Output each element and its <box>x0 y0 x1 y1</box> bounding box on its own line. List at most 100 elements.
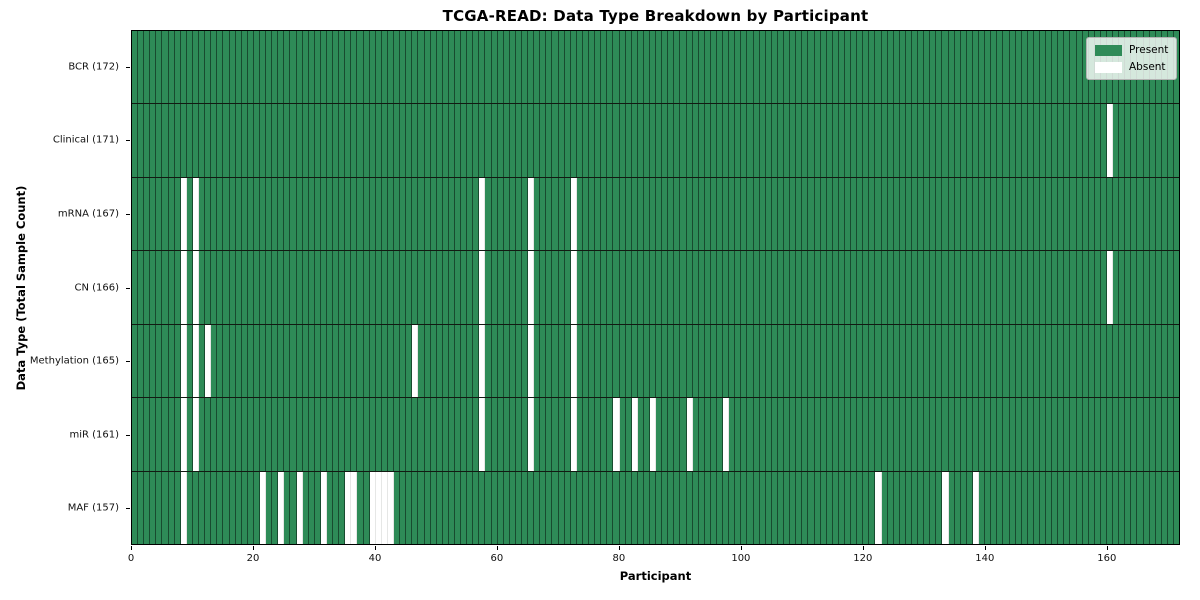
cell-mRNA-p71 <box>564 177 571 251</box>
cell-Methylation-p111 <box>808 324 815 398</box>
cell-MAF-p111 <box>808 471 815 544</box>
cell-BCR-p138 <box>972 31 980 104</box>
cell-BCR-p149 <box>1039 31 1047 104</box>
cell-miR-p116 <box>838 398 845 471</box>
cell-MAF-p71 <box>564 471 571 544</box>
cell-Methylation-p165 <box>1137 324 1144 398</box>
cell-miR-p132 <box>936 398 943 471</box>
cell-CN-p120 <box>863 251 870 324</box>
cell-miR-p154 <box>1070 398 1077 471</box>
cell-BCR-p102 <box>753 31 760 104</box>
cell-Clinical-p130 <box>924 104 931 177</box>
cell-Clinical-p53 <box>454 104 462 177</box>
cell-Methylation-p117 <box>844 324 852 398</box>
cell-Methylation-p135 <box>954 324 961 398</box>
cell-BCR-p155 <box>1076 31 1083 104</box>
cell-CN-p46 <box>412 251 419 324</box>
cell-CN-p129 <box>918 251 925 324</box>
cell-mRNA-p108 <box>790 177 797 251</box>
cell-MAF-p54 <box>461 471 468 544</box>
cell-mRNA-p33 <box>333 177 340 251</box>
cell-CN-p156 <box>1082 251 1089 324</box>
cell-Clinical-p18 <box>241 104 248 177</box>
cell-Clinical-p170 <box>1167 104 1175 177</box>
cell-Clinical-p34 <box>339 104 346 177</box>
cell-CN-p4 <box>156 251 163 324</box>
cell-Methylation-p38 <box>363 324 370 398</box>
cell-Methylation-p141 <box>991 324 998 398</box>
cell-BCR-p1 <box>138 31 145 104</box>
cell-miR-p77 <box>601 398 608 471</box>
cell-miR-p24 <box>278 398 285 471</box>
cell-Clinical-p94 <box>704 104 711 177</box>
cell-BCR-p75 <box>589 31 596 104</box>
cell-BCR-p5 <box>162 31 169 104</box>
cell-Clinical-p114 <box>826 104 833 177</box>
heatmap-row-mRNA <box>132 177 1180 252</box>
cell-MAF-p70 <box>558 471 565 544</box>
cell-BCR-p37 <box>357 31 364 104</box>
cell-Methylation-p126 <box>899 324 906 398</box>
cell-CN-p141 <box>991 251 998 324</box>
cell-Clinical-p6 <box>168 104 175 177</box>
cell-Methylation-p16 <box>229 324 236 398</box>
cell-MAF-p157 <box>1088 471 1095 544</box>
cell-mRNA-p93 <box>698 177 705 251</box>
cell-Clinical-p135 <box>954 104 961 177</box>
legend-item-present: Present <box>1095 44 1168 56</box>
cell-CN-p142 <box>997 251 1004 324</box>
cell-Methylation-p115 <box>832 324 839 398</box>
cell-CN-p51 <box>442 251 449 324</box>
cell-MAF-p16 <box>229 471 236 544</box>
cell-Clinical-p163 <box>1125 104 1132 177</box>
cell-Methylation-p26 <box>290 324 297 398</box>
cell-miR-p142 <box>997 398 1004 471</box>
cell-CN-p99 <box>735 251 742 324</box>
y-tick-mark <box>126 140 130 142</box>
y-tick-label-Methylation: Methylation (165) <box>29 355 119 367</box>
cell-miR-p170 <box>1167 398 1175 471</box>
cell-CN-p108 <box>790 251 797 324</box>
cell-Clinical-p146 <box>1021 104 1028 177</box>
cell-Methylation-p145 <box>1015 324 1022 398</box>
cell-Clinical-p51 <box>442 104 449 177</box>
cell-mRNA-p105 <box>771 177 778 251</box>
cell-CN-p32 <box>327 251 334 324</box>
cell-Clinical-p132 <box>936 104 943 177</box>
cell-mRNA-p150 <box>1046 177 1053 251</box>
cell-Methylation-p171 <box>1174 324 1180 398</box>
cell-CN-p63 <box>515 251 522 324</box>
cell-CN-p93 <box>698 251 705 324</box>
cell-CN-p42 <box>387 251 395 324</box>
cell-CN-p30 <box>314 251 321 324</box>
cell-mRNA-p69 <box>552 177 559 251</box>
cell-CN-p28 <box>302 251 309 324</box>
cell-miR-p149 <box>1039 398 1047 471</box>
cell-mRNA-p47 <box>418 177 425 251</box>
cell-Clinical-p52 <box>448 104 455 177</box>
cell-miR-p50 <box>436 398 443 471</box>
cell-CN-p105 <box>771 251 778 324</box>
cell-Clinical-p160 <box>1107 104 1114 177</box>
cell-MAF-p60 <box>497 471 504 544</box>
cell-mRNA-p7 <box>174 177 181 251</box>
cell-mRNA-p17 <box>235 177 242 251</box>
cell-CN-p148 <box>1033 251 1040 324</box>
cell-Methylation-p137 <box>966 324 973 398</box>
cell-miR-p71 <box>564 398 571 471</box>
cell-Clinical-p122 <box>875 104 882 177</box>
cell-mRNA-p159 <box>1100 177 1107 251</box>
cell-miR-p82 <box>631 398 638 471</box>
cell-Methylation-p12 <box>205 324 212 398</box>
cell-Methylation-p125 <box>893 324 900 398</box>
cell-CN-p107 <box>784 251 791 324</box>
cell-Clinical-p89 <box>674 104 681 177</box>
cell-Methylation-p65 <box>528 324 535 398</box>
cell-Methylation-p131 <box>930 324 937 398</box>
cell-Methylation-p164 <box>1131 324 1138 398</box>
cell-mRNA-p134 <box>948 177 955 251</box>
cell-BCR-p62 <box>509 31 516 104</box>
cell-MAF-p139 <box>979 471 986 544</box>
cell-Methylation-p79 <box>613 324 620 398</box>
cell-MAF-p100 <box>741 471 748 544</box>
